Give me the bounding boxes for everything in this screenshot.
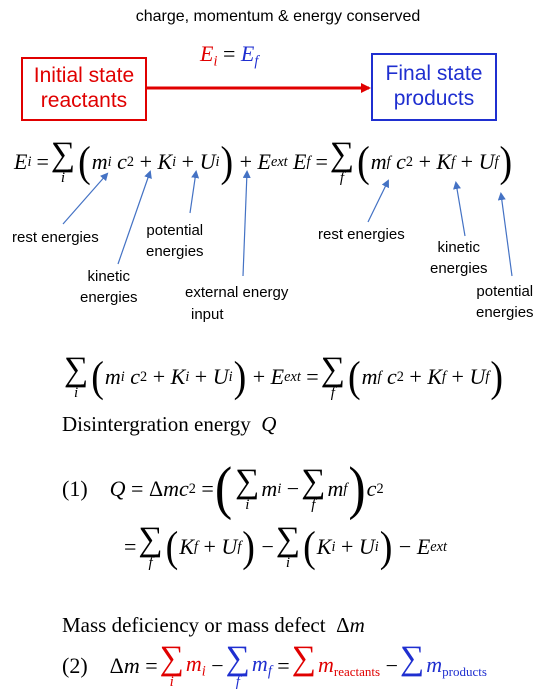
energy-equality: Ei = Ef [200, 41, 259, 70]
potential-energies-initial-label: potential energies [146, 222, 204, 260]
initial-state-label-line1: Initial state [33, 64, 135, 87]
final-state-label-line1: Final state [385, 62, 483, 85]
conservation-heading: charge, momentum & energy conserved [135, 8, 421, 25]
initial-state-label-line2: reactants [40, 89, 128, 112]
external-pointer [242, 170, 251, 277]
potential-f-pointer [497, 192, 513, 277]
kinetic-energies-final-label: kinetic energies [430, 239, 488, 277]
rest-f-pointer [367, 179, 389, 223]
disintegration-energy-heading: Disintergration energy Q [62, 412, 277, 436]
kinetic-f-pointer [453, 181, 466, 237]
initial-state-box: Initial state reactants [21, 57, 147, 121]
external-energy-label: external energy input [185, 284, 289, 323]
reactants-subscript: reactants [333, 663, 381, 679]
final-state-box: Final state products [371, 53, 497, 121]
potential-energies-final-label: potential energies [476, 283, 534, 321]
ei-symbol: Ei [200, 41, 218, 70]
rest-energies-initial-label: rest energies [12, 229, 99, 246]
products-subscript: products [442, 663, 487, 679]
final-state-label-line2: products [393, 87, 475, 110]
rest-energies-final-label: rest energies [318, 226, 405, 243]
kinetic-energies-initial-label: kinetic energies [80, 268, 138, 306]
mass-defect-heading: Mass deficiency or mass defect Δm [62, 613, 365, 637]
ef-symbol: Ef [240, 41, 259, 70]
